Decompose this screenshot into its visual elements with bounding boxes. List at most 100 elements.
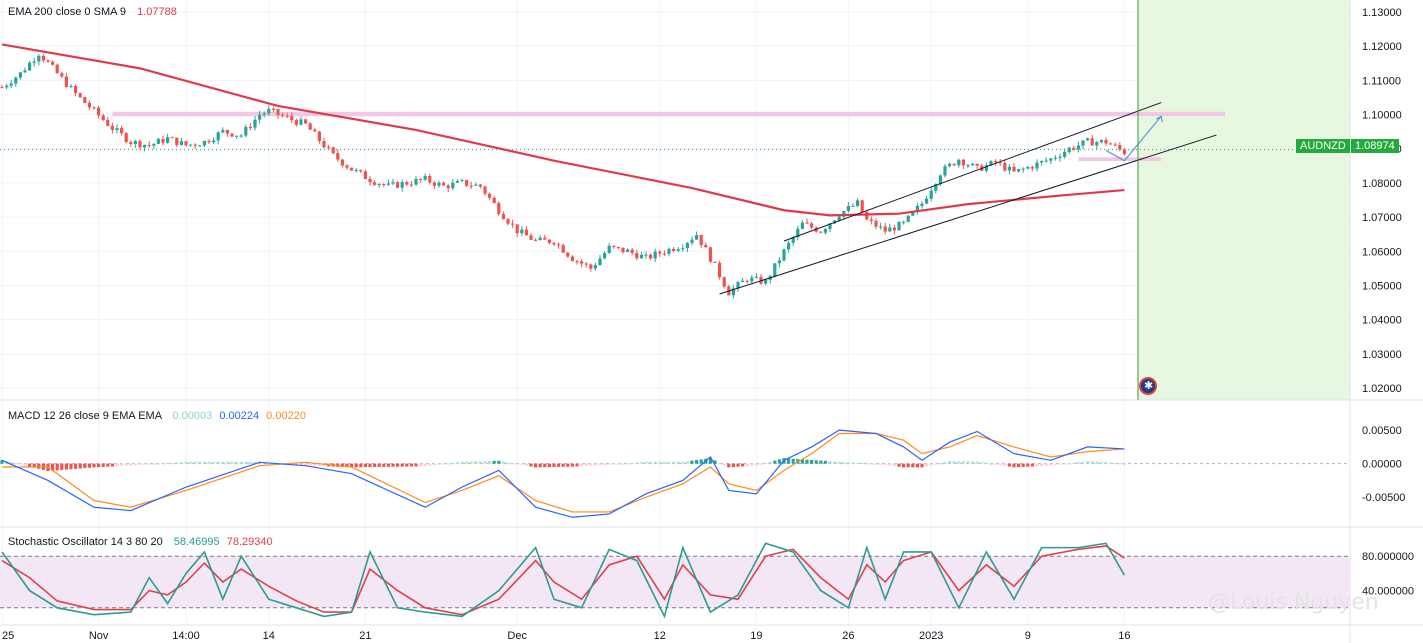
macd-histogram-bar xyxy=(9,462,13,464)
macd-histogram-bar xyxy=(768,461,772,464)
macd-histogram-bar xyxy=(552,463,556,467)
candle-down xyxy=(589,264,593,269)
macd-histogram-bar xyxy=(1067,463,1071,465)
channel-upper-line[interactable] xyxy=(783,102,1162,242)
candle-down xyxy=(0,87,4,89)
candle-up xyxy=(152,143,156,146)
candle-up xyxy=(906,215,910,222)
candle-up xyxy=(189,144,193,146)
candle-down xyxy=(290,116,294,121)
macd-histogram-bar xyxy=(745,463,749,467)
candle-up xyxy=(1095,142,1099,146)
macd-histogram-bar xyxy=(511,463,515,465)
candle-down xyxy=(952,163,956,166)
macd-histogram-bar xyxy=(340,463,344,467)
candle-up xyxy=(28,62,32,71)
time-axis-label: 16 xyxy=(1118,630,1130,642)
candle-down xyxy=(92,107,96,109)
macd-histogram-bar xyxy=(750,463,754,466)
macd-histogram-bar xyxy=(124,463,128,466)
candle-up xyxy=(856,200,860,206)
macd-histogram-bar xyxy=(391,463,395,467)
candle-down xyxy=(575,261,579,263)
channel-lower-line[interactable] xyxy=(719,134,1217,295)
candle-up xyxy=(1053,157,1057,159)
stoch-k-value: 58.46995 xyxy=(173,536,220,548)
macd-histogram-bar xyxy=(14,463,18,465)
macd-histogram-bar xyxy=(773,460,777,464)
macd-histogram-bar xyxy=(989,463,993,465)
macd-histogram-bar xyxy=(193,461,197,464)
candle-up xyxy=(773,263,777,277)
macd-histogram-bar xyxy=(423,463,427,467)
macd-histogram-bar xyxy=(400,463,404,467)
macd-histogram-bar xyxy=(662,461,666,464)
macd-histogram-bar xyxy=(566,463,570,467)
macd-histogram-bar xyxy=(722,463,726,466)
macd-histogram-bar xyxy=(0,459,4,464)
macd-histogram-bar xyxy=(842,462,846,464)
candle-down xyxy=(649,254,653,259)
candle-up xyxy=(474,184,478,186)
macd-histogram-bar xyxy=(980,462,984,464)
macd-histogram-bar xyxy=(649,461,653,464)
ema-legend: EMA 200 close 0 SMA 9 1.07788 xyxy=(8,6,177,18)
macd-histogram-bar xyxy=(598,463,602,466)
macd-histogram-bar xyxy=(681,461,685,464)
macd-histogram-bar xyxy=(911,463,915,468)
australia-flag-event-icon[interactable]: ✱ xyxy=(1139,377,1157,395)
projection-arrow[interactable] xyxy=(1105,115,1162,162)
candle-down xyxy=(184,141,188,146)
candle-down xyxy=(662,253,666,255)
candle-up xyxy=(258,114,262,120)
candle-up xyxy=(879,226,883,228)
macd-histogram-bar xyxy=(1017,463,1021,468)
candle-down xyxy=(805,222,809,224)
support-zone xyxy=(1078,157,1162,162)
candle-down xyxy=(432,182,436,186)
candle-down xyxy=(294,120,298,125)
candle-down xyxy=(1113,144,1117,146)
candle-down xyxy=(469,185,473,187)
candle-down xyxy=(225,129,229,134)
macd-histogram-bar xyxy=(368,463,372,468)
macd-histogram-bar xyxy=(1035,463,1039,467)
macd-histogram-bar xyxy=(1104,462,1108,464)
macd-histogram-bar xyxy=(437,463,441,465)
macd-histogram-bar xyxy=(943,462,947,464)
candle-down xyxy=(883,226,887,232)
candle-up xyxy=(920,203,924,206)
candle-down xyxy=(1090,138,1094,146)
candle-up xyxy=(828,223,832,229)
macd-histogram-bar xyxy=(156,463,160,465)
candle-up xyxy=(731,288,735,296)
macd-histogram-bar xyxy=(478,461,482,464)
candle-up xyxy=(455,181,459,183)
macd-histogram-bar xyxy=(810,459,814,464)
candle-down xyxy=(363,171,367,180)
time-axis-label: 12 xyxy=(654,630,666,642)
candle-up xyxy=(1063,152,1067,157)
candle-down xyxy=(161,138,165,143)
macd-histogram-bar xyxy=(248,461,252,464)
macd-histogram-bar xyxy=(1030,463,1034,467)
macd-histogram-bar xyxy=(212,461,216,464)
macd-histogram-bar xyxy=(966,461,970,464)
macd-histogram-bar xyxy=(920,463,924,468)
candle-down xyxy=(1072,147,1076,150)
macd-histogram-bar xyxy=(386,463,390,467)
candle-down xyxy=(304,119,308,124)
candle-up xyxy=(386,183,390,185)
macd-histogram-bar xyxy=(244,461,248,464)
macd-histogram-bar xyxy=(189,461,193,464)
candle-up xyxy=(754,276,758,278)
candle-up xyxy=(391,182,395,184)
macd-histogram-bar xyxy=(1026,463,1030,467)
macd-histogram-bar xyxy=(948,461,952,464)
macd-histogram-bar xyxy=(488,460,492,464)
macd-histogram-bar xyxy=(92,463,96,468)
ema-title: EMA 200 close 0 SMA 9 xyxy=(8,6,127,18)
candle-down xyxy=(492,197,496,204)
candle-up xyxy=(644,254,648,256)
